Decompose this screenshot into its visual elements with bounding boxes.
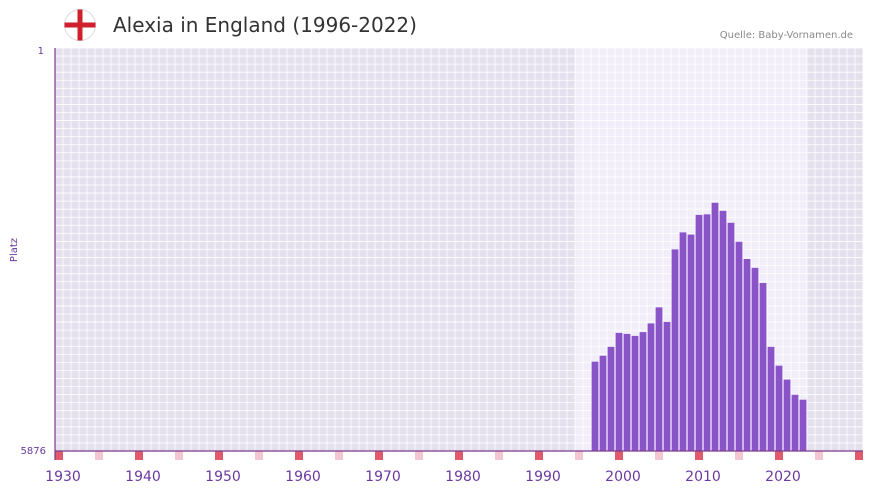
bar-1999 bbox=[615, 332, 623, 451]
bar-1997 bbox=[599, 355, 607, 451]
marker-strong-1999 bbox=[615, 451, 623, 460]
bar-2003 bbox=[647, 323, 655, 451]
axes bbox=[54, 48, 863, 460]
marker-light-1994 bbox=[575, 451, 583, 460]
marker-strong-2019 bbox=[775, 451, 783, 460]
chart-title: Alexia in England (1996-2022) bbox=[113, 13, 417, 37]
bar-2001 bbox=[631, 335, 639, 451]
x-tick-labels: 1930 1940 1950 1960 1970 1980 1990 2000 2010 2020 bbox=[45, 469, 801, 485]
bar-2022 bbox=[799, 399, 807, 451]
x-tick-label-2020: 2020 bbox=[765, 469, 801, 485]
bar-2013 bbox=[727, 222, 735, 451]
marker-strong-1969 bbox=[375, 451, 383, 460]
bar-2005 bbox=[663, 321, 671, 451]
marker-strong-1989 bbox=[535, 451, 543, 460]
bar-2020 bbox=[783, 379, 791, 451]
bar-2008 bbox=[687, 234, 695, 451]
bar-2018 bbox=[767, 346, 775, 451]
bar-2002 bbox=[639, 332, 647, 451]
bar-2012 bbox=[719, 210, 727, 451]
bar-2009 bbox=[695, 214, 703, 451]
bar-2000 bbox=[623, 333, 631, 451]
y-axis-label: Platz bbox=[9, 238, 20, 262]
marker-light-1964 bbox=[335, 451, 343, 460]
marker-light-1984 bbox=[495, 451, 503, 460]
marker-strong-1979 bbox=[455, 451, 463, 460]
bar-2019 bbox=[775, 365, 783, 451]
england-flag-icon bbox=[64, 9, 96, 41]
rank-bars bbox=[591, 202, 807, 451]
bar-2017 bbox=[759, 282, 767, 451]
marker-strong-1959 bbox=[295, 451, 303, 460]
decade-markers bbox=[55, 451, 863, 460]
x-tick-label-1960: 1960 bbox=[285, 469, 321, 485]
bar-1998 bbox=[607, 346, 615, 451]
bar-2014 bbox=[735, 241, 743, 451]
x-tick-label-1930: 1930 bbox=[45, 469, 81, 485]
marker-light-1944 bbox=[175, 451, 183, 460]
y-tick-label-top: 1 bbox=[38, 46, 44, 57]
bar-2011 bbox=[711, 202, 719, 451]
marker-strong-1939 bbox=[135, 451, 143, 460]
bar-1996 bbox=[591, 361, 599, 451]
x-tick-label-1940: 1940 bbox=[125, 469, 161, 485]
bar-2021 bbox=[791, 394, 799, 451]
bar-2015 bbox=[743, 259, 751, 451]
x-tick-label-1990: 1990 bbox=[525, 469, 561, 485]
bar-2006 bbox=[671, 249, 679, 451]
y-tick-label-bottom: 5876 bbox=[21, 446, 46, 457]
marker-strong-2009 bbox=[695, 451, 703, 460]
bar-2007 bbox=[679, 232, 687, 451]
x-tick-label-1950: 1950 bbox=[205, 469, 241, 485]
source-credit: Quelle: Baby-Vornamen.de bbox=[719, 30, 853, 41]
marker-light-1954 bbox=[255, 451, 263, 460]
bar-2004 bbox=[655, 307, 663, 451]
marker-light-1974 bbox=[415, 451, 423, 460]
marker-strong-1929 bbox=[55, 451, 63, 460]
x-tick-label-2010: 2010 bbox=[685, 469, 721, 485]
x-tick-label-1970: 1970 bbox=[365, 469, 401, 485]
x-tick-label-1980: 1980 bbox=[445, 469, 481, 485]
marker-light-1934 bbox=[95, 451, 103, 460]
marker-light-2004 bbox=[655, 451, 663, 460]
x-tick-label-2000: 2000 bbox=[605, 469, 641, 485]
marker-light-2024 bbox=[815, 451, 823, 460]
marker-strong-2029 bbox=[855, 451, 863, 460]
marker-strong-1949 bbox=[215, 451, 223, 460]
bar-2010 bbox=[703, 214, 711, 451]
bar-2016 bbox=[751, 267, 759, 451]
marker-light-2014 bbox=[735, 451, 743, 460]
